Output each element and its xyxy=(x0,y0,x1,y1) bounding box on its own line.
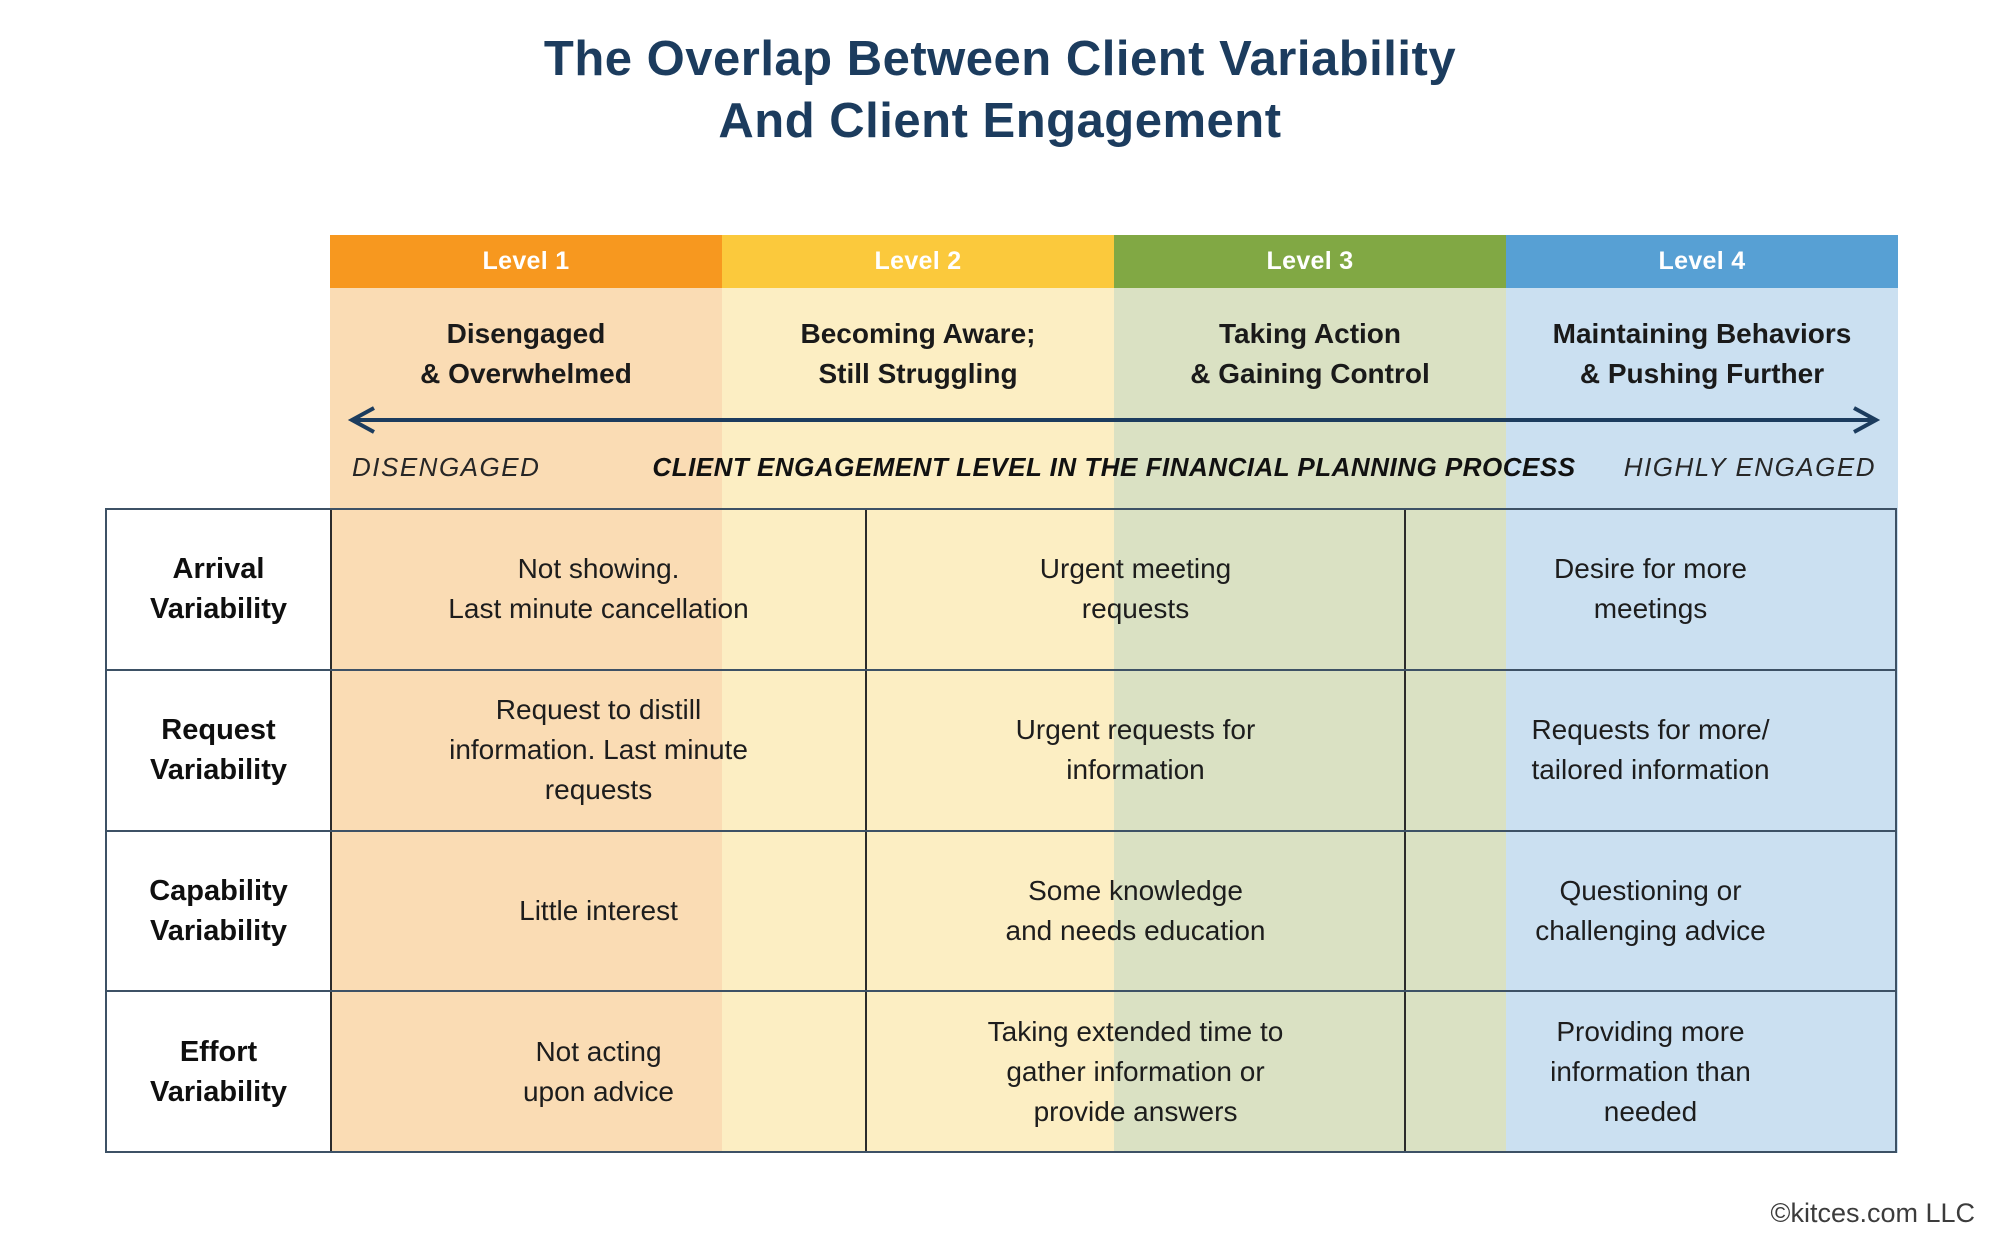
cell-request-level2-3: Urgent requests for information xyxy=(867,670,1406,830)
cell-arrival-level1: Not showing. Last minute cancellation xyxy=(332,510,867,669)
level-2-description: Becoming Aware; Still Struggling xyxy=(800,318,1036,389)
level-3-description: Taking Action & Gaining Control xyxy=(1190,318,1430,389)
level-2-tint xyxy=(722,288,1114,1153)
cell-arrival-level2-3: Urgent meeting requests xyxy=(867,510,1406,669)
level-3-tint xyxy=(1114,288,1506,1153)
level-1-column: Level 1 xyxy=(330,235,722,1153)
arrowhead-right-icon xyxy=(1853,406,1881,434)
cell-request-level4: Requests for more/ tailored information xyxy=(1531,714,1770,786)
level-4-description: Maintaining Behaviors & Pushing Further xyxy=(1552,318,1852,389)
cell-capability-level4: Questioning or challenging advice xyxy=(1535,874,1766,946)
axis-label-highly-engaged: HIGHLY ENGAGED xyxy=(1623,452,1876,482)
cell-effort-level2-3: Taking extended time to gather informati… xyxy=(867,992,1406,1151)
row-label-capability-variability: Capability Variability xyxy=(107,831,332,991)
table-row-effort: Effort Variability Not acting upon advic… xyxy=(107,992,1895,1151)
level-4-column: Level 4 xyxy=(1506,235,1898,1153)
level-4-tint xyxy=(1506,288,1898,1153)
cell-effort-level4: Providing more information than needed xyxy=(1550,1015,1751,1127)
level-4-header: Level 4 xyxy=(1506,235,1898,288)
cell-capability-level1: Little interest xyxy=(332,831,867,991)
cell-effort-level1: Not acting upon advice xyxy=(332,992,867,1151)
copyright-notice: ©kitces.com LLC xyxy=(1770,1198,1975,1228)
cell-request-level1: Request to distill information. Last min… xyxy=(332,670,867,830)
level-1-header: Level 1 xyxy=(330,235,722,288)
engagement-level-columns: Level 1 Level 2 Level 3 Level 4 xyxy=(330,235,1898,1153)
level-descriptions: Disengaged & Overwhelmed Becoming Aware;… xyxy=(330,314,1898,394)
row-label-effort-variability: Effort Variability xyxy=(107,992,332,1151)
table-row-arrival: Arrival Variability Not showing. Last mi… xyxy=(107,510,1895,671)
page-title: The Overlap Between Client Variability A… xyxy=(543,32,1457,148)
cell-arrival-level4: Desire for more meetings xyxy=(1554,553,1747,625)
level-1-description: Disengaged & Overwhelmed xyxy=(420,318,632,389)
table-row-request: Request Variability Request to distill i… xyxy=(107,670,1895,832)
engagement-axis-labels: DISENGAGED CLIENT ENGAGEMENT LEVEL IN TH… xyxy=(330,452,1898,486)
axis-label-disengaged: DISENGAGED xyxy=(352,452,541,482)
cell-capability-level2-3: Some knowledge and needs education xyxy=(867,831,1406,991)
level-2-header: Level 2 xyxy=(722,235,1114,288)
level-2-column: Level 2 xyxy=(722,235,1114,1153)
level-3-header: Level 3 xyxy=(1114,235,1506,288)
arrowhead-left-icon xyxy=(347,406,375,434)
level-3-column: Level 3 xyxy=(1114,235,1506,1153)
row-label-arrival-variability: Arrival Variability xyxy=(107,510,332,669)
axis-label-engagement-title: CLIENT ENGAGEMENT LEVEL IN THE FINANCIAL… xyxy=(652,452,1576,482)
row-label-request-variability: Request Variability xyxy=(107,670,332,830)
level-1-tint xyxy=(330,288,722,1153)
engagement-axis-arrow-icon xyxy=(347,406,1881,434)
variability-table: Arrival Variability Not showing. Last mi… xyxy=(105,508,1897,1153)
table-row-capability: Capability Variability Little interest S… xyxy=(107,831,1895,993)
